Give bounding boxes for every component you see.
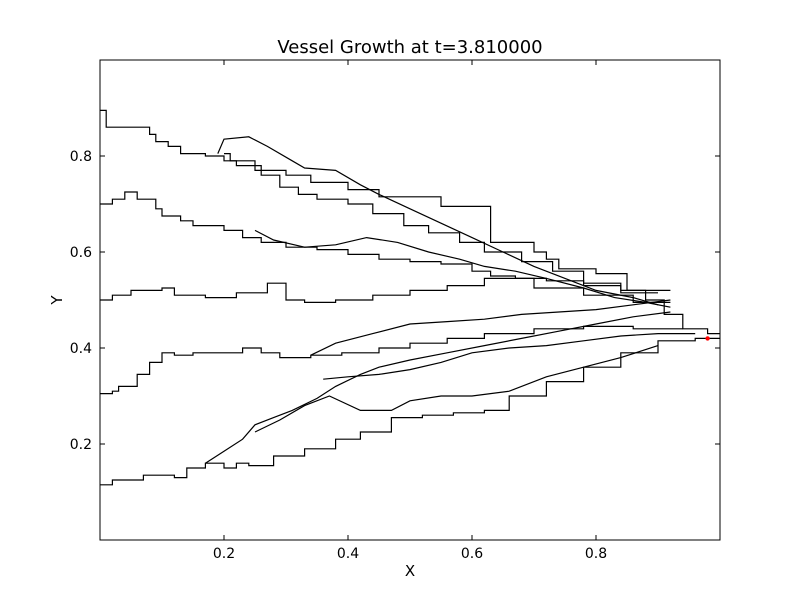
vessel-series-6 bbox=[100, 277, 671, 303]
vessel-series-2 bbox=[217, 136, 659, 306]
x-tick-label-4: 0.8 bbox=[585, 546, 607, 562]
y-tick-label-3: 0.6 bbox=[70, 245, 92, 261]
x-tick-label-3: 0.6 bbox=[461, 546, 483, 562]
vessel-series-layer bbox=[100, 109, 720, 486]
vessel-series-10 bbox=[205, 311, 671, 464]
plot-frame bbox=[99, 59, 721, 541]
vessel-series-5 bbox=[254, 229, 671, 308]
chart-title: Vessel Growth at t=3.810000 bbox=[277, 37, 542, 58]
vessel-series-9 bbox=[100, 337, 720, 486]
y-tick-label-2: 0.4 bbox=[70, 341, 92, 357]
axis-ticks-layer: 0.2 0.4 0.6 0.8 0.2 0.4 0.6 0.8 bbox=[70, 60, 720, 562]
vessel-tip-marker bbox=[705, 336, 710, 341]
vessel-series-1 bbox=[100, 109, 720, 335]
vessel-series-12 bbox=[323, 333, 696, 380]
vessel-series-8 bbox=[310, 299, 671, 356]
y-tick-label-1: 0.2 bbox=[70, 437, 92, 453]
vessel-series-3 bbox=[224, 153, 658, 294]
x-tick-label-1: 0.2 bbox=[213, 546, 235, 562]
x-axis-label: X bbox=[405, 562, 415, 580]
y-axis-label: Y bbox=[48, 295, 66, 306]
x-tick-label-2: 0.4 bbox=[337, 546, 359, 562]
y-tick-label-4: 0.8 bbox=[70, 149, 92, 165]
vessel-series-7 bbox=[100, 325, 683, 395]
vessel-series-4 bbox=[100, 191, 671, 291]
vessel-series-11 bbox=[254, 345, 659, 433]
